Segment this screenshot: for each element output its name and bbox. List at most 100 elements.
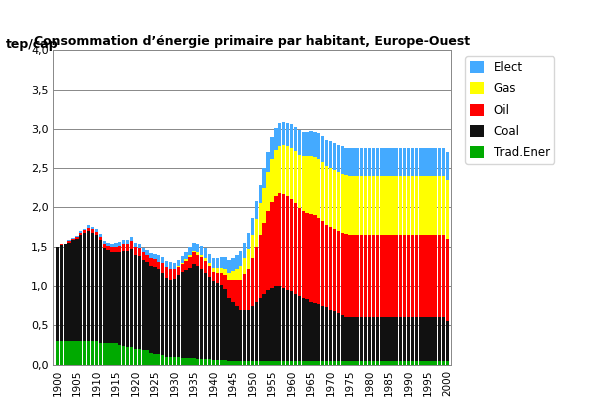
Bar [83, 233, 86, 341]
Bar [411, 176, 414, 235]
Bar [337, 313, 340, 361]
Bar [293, 204, 297, 294]
Bar [216, 258, 219, 268]
Bar [91, 227, 94, 230]
Bar [290, 199, 293, 292]
Bar [188, 358, 192, 365]
Bar [286, 123, 289, 146]
Bar [337, 231, 340, 313]
Bar [91, 233, 94, 341]
Bar [71, 239, 75, 241]
Bar [266, 172, 270, 211]
Bar [110, 243, 113, 248]
Bar [130, 347, 133, 365]
Bar [348, 176, 352, 235]
Bar [79, 231, 83, 233]
Bar [399, 176, 402, 235]
Bar [216, 268, 219, 273]
Bar [325, 361, 328, 365]
Bar [110, 252, 113, 343]
Bar [114, 243, 118, 247]
Bar [333, 361, 336, 365]
Bar [71, 341, 75, 365]
Bar [368, 235, 371, 318]
Bar [87, 228, 90, 231]
Bar [220, 360, 223, 365]
Bar [87, 225, 90, 228]
Bar [302, 211, 305, 298]
Bar [266, 290, 270, 361]
Bar [329, 142, 332, 168]
Bar [446, 239, 449, 321]
Bar [419, 176, 422, 235]
Bar [126, 251, 129, 347]
Bar [118, 246, 121, 252]
Bar [251, 259, 254, 305]
Bar [122, 241, 125, 244]
Bar [67, 241, 71, 243]
Bar [71, 241, 75, 341]
Bar [274, 196, 277, 286]
Bar [274, 361, 277, 365]
Bar [87, 231, 90, 341]
Bar [422, 318, 426, 361]
Bar [91, 341, 94, 365]
Bar [270, 361, 274, 365]
Bar [231, 271, 235, 280]
Bar [149, 253, 153, 259]
Bar [282, 145, 285, 194]
Bar [258, 361, 262, 365]
Bar [141, 252, 145, 260]
Bar [372, 361, 375, 365]
Bar [153, 267, 157, 354]
Bar [446, 153, 449, 180]
Bar [302, 156, 305, 211]
Bar [138, 256, 141, 349]
Bar [368, 176, 371, 235]
Bar [329, 361, 332, 365]
Bar [266, 361, 270, 365]
Bar [364, 318, 367, 361]
Bar [75, 239, 78, 341]
Bar [333, 143, 336, 170]
Bar [411, 361, 414, 365]
Bar [141, 248, 145, 252]
Bar [422, 176, 426, 235]
Bar [372, 235, 375, 318]
Bar [430, 176, 434, 235]
Bar [411, 235, 414, 318]
Bar [356, 148, 359, 176]
Bar [258, 298, 262, 361]
Bar [340, 361, 344, 365]
Bar [375, 318, 379, 361]
Bar [426, 148, 429, 176]
Bar [387, 318, 391, 361]
Bar [94, 230, 98, 232]
Bar [192, 243, 195, 251]
Bar [375, 176, 379, 235]
Bar [126, 243, 129, 251]
Bar [196, 359, 200, 365]
Bar [64, 341, 67, 365]
Bar [103, 241, 106, 244]
Bar [263, 223, 266, 294]
Bar [126, 240, 129, 243]
Bar [64, 244, 67, 341]
Bar [110, 248, 113, 252]
Bar [411, 148, 414, 176]
Bar [220, 268, 223, 274]
Bar [59, 341, 63, 365]
Bar [200, 269, 203, 359]
Bar [364, 176, 367, 235]
Bar [103, 343, 106, 365]
Bar [345, 148, 347, 175]
Bar [192, 252, 195, 264]
Bar [278, 123, 282, 146]
Text: tep/cap: tep/cap [6, 38, 59, 51]
Bar [173, 263, 176, 269]
Bar [442, 318, 446, 361]
Bar [255, 302, 258, 361]
Bar [181, 264, 184, 272]
Bar [434, 176, 438, 235]
Bar [192, 251, 195, 252]
